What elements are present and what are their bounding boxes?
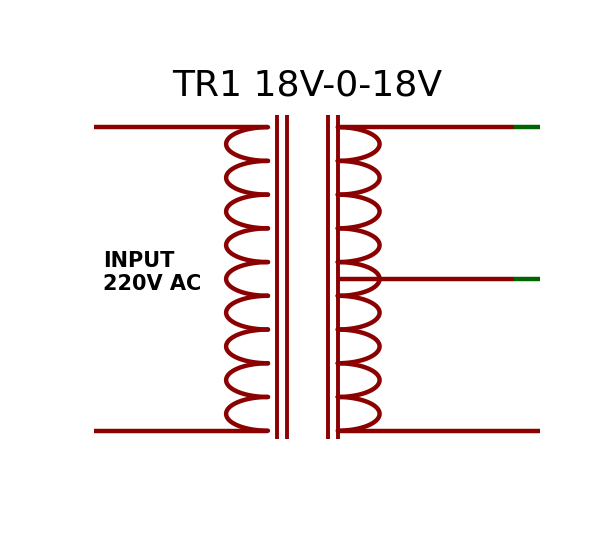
Text: INPUT
220V AC: INPUT 220V AC (103, 251, 201, 294)
Text: TR1 18V-0-18V: TR1 18V-0-18V (172, 69, 443, 103)
